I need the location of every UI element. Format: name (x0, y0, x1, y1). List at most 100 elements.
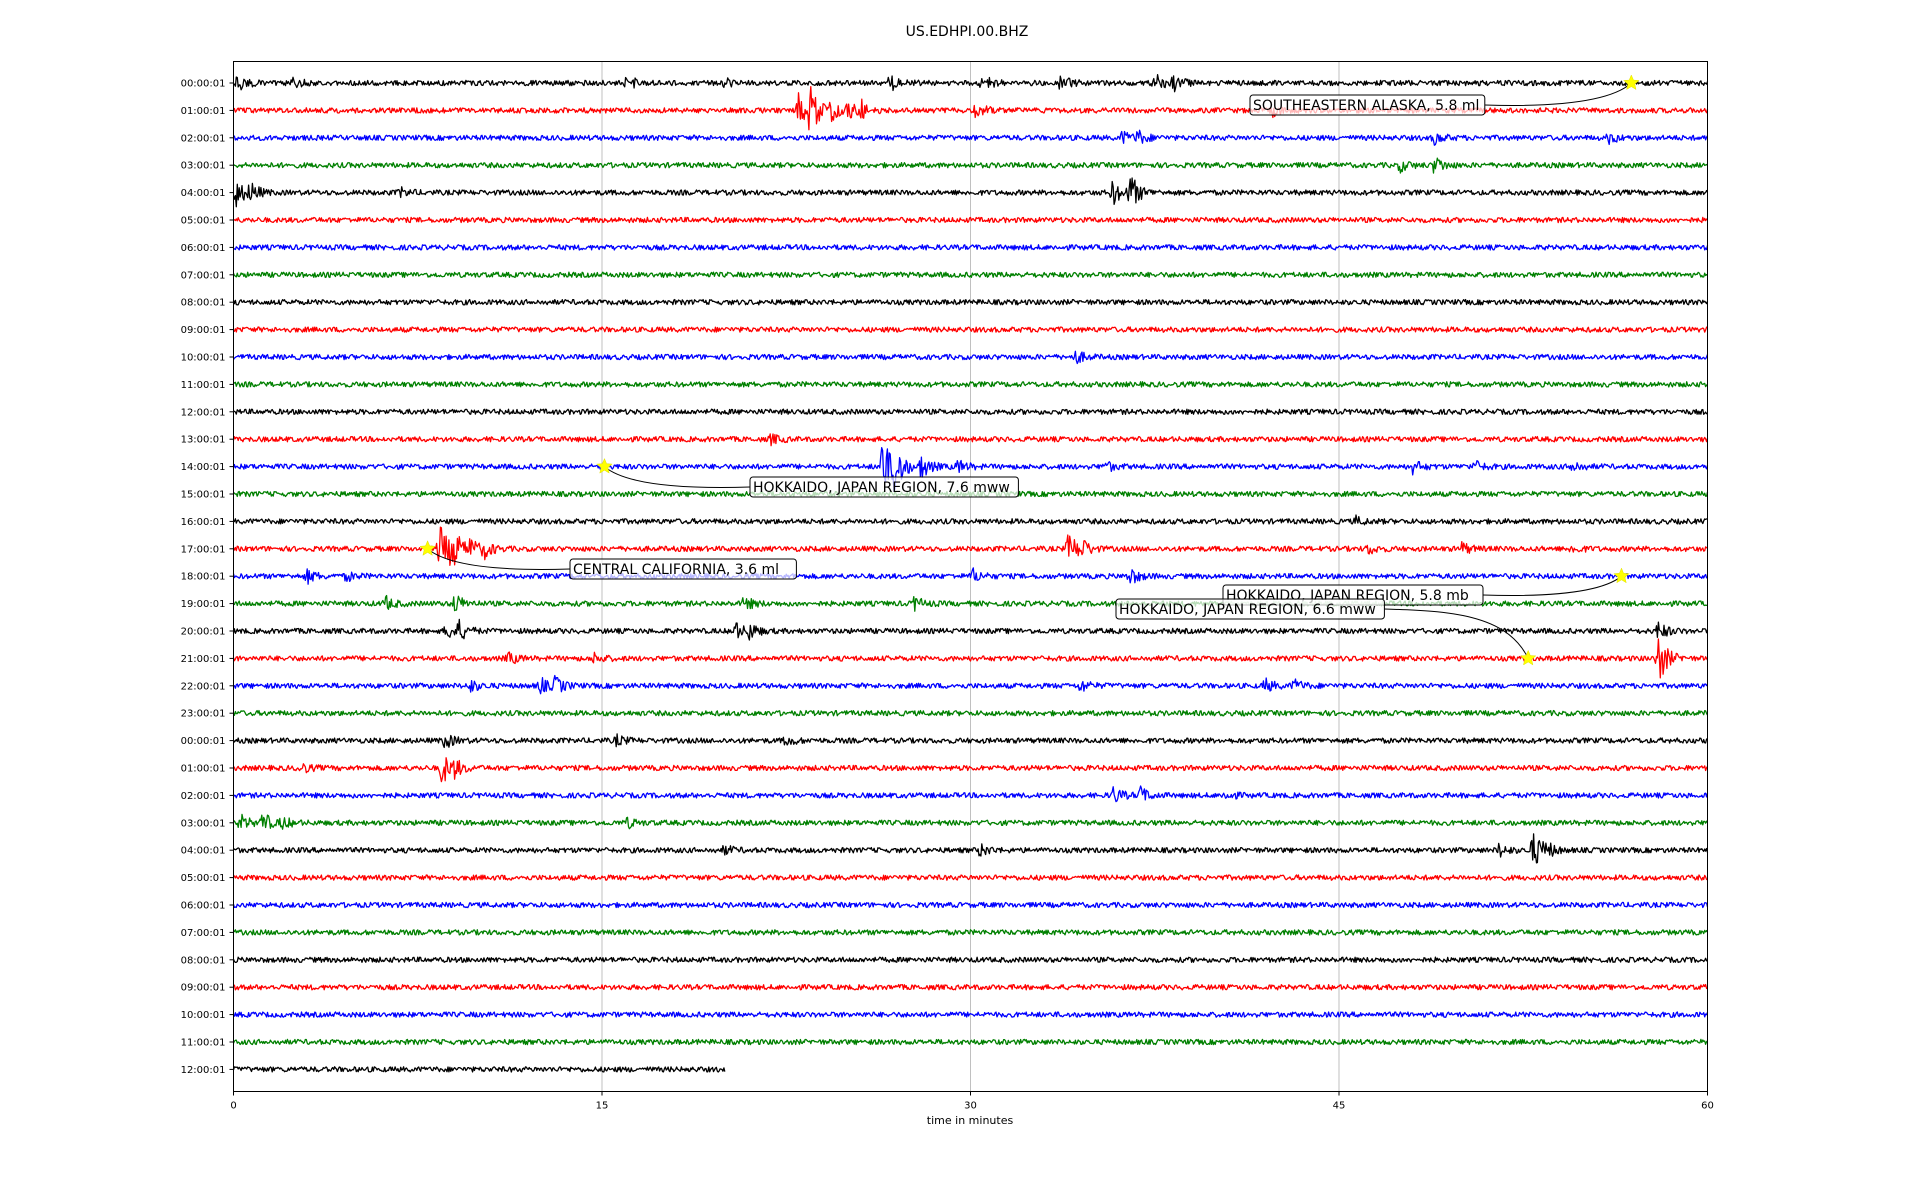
event-star-marker (1613, 567, 1630, 584)
seismic-trace (233, 157, 1708, 174)
annotation-label: HOKKAIDO, JAPAN REGION, 6.6 mww (1119, 602, 1376, 618)
x-axis-label: time in minutes (927, 1114, 1014, 1127)
seismic-trace (232, 271, 1708, 279)
y-tick-label: 08:00:01 (181, 955, 226, 966)
seismic-trace (232, 177, 1709, 208)
y-tick-label: 02:00:01 (181, 133, 226, 144)
event-annotation: HOKKAIDO, JAPAN REGION, 6.6 mww (1115, 598, 1537, 666)
annotation-leader-line (1482, 575, 1622, 596)
y-tick-label: 05:00:01 (181, 873, 226, 884)
seismic-trace (232, 1066, 726, 1073)
y-tick-label: 04:00:01 (181, 846, 226, 857)
seismic-trace (233, 813, 1709, 830)
x-tick-label: 0 (230, 1101, 236, 1112)
annotation-box (1249, 94, 1486, 116)
event-star-marker (419, 540, 436, 556)
y-tick-label: 14:00:01 (181, 462, 226, 473)
annotation-label: HOKKAIDO, JAPAN REGION, 7.6 mww (753, 480, 1010, 496)
annotation-label: SOUTHEASTERN ALASKA, 5.8 ml (1253, 98, 1479, 114)
seismic-trace (233, 326, 1708, 333)
y-tick-label: 11:00:01 (181, 1038, 226, 1049)
y-tick-label: 06:00:01 (181, 901, 226, 912)
event-annotation: HOKKAIDO, JAPAN REGION, 7.6 mww (596, 457, 1019, 498)
y-tick-label: 04:00:01 (181, 188, 226, 199)
x-axis: 0 15 30 45 60 (230, 1091, 1714, 1112)
seismic-trace (233, 929, 1709, 936)
seismic-trace (233, 833, 1709, 864)
seismic-trace (232, 447, 1709, 493)
seismic-trace (232, 618, 1709, 641)
y-tick-label: 00:00:01 (181, 736, 226, 747)
y-tick-label: 12:00:01 (181, 407, 226, 418)
y-tick-label: 23:00:01 (181, 709, 226, 720)
seismic-trace (232, 901, 1709, 909)
seismic-trace (233, 983, 1708, 991)
y-tick-label: 00:00:01 (181, 79, 226, 90)
annotation-box (749, 476, 1019, 498)
y-tick-label: 15:00:01 (181, 490, 226, 501)
seismic-trace (232, 350, 1709, 365)
y-tick-label: 09:00:01 (181, 983, 226, 994)
y-tick-label: 07:00:01 (181, 270, 226, 281)
y-tick-label: 01:00:01 (181, 764, 226, 775)
seismic-trace (232, 709, 1709, 717)
annotation-leader-line (1384, 608, 1529, 659)
y-tick-label: 03:00:01 (181, 818, 226, 829)
y-tick-label: 21:00:01 (181, 654, 226, 665)
seismic-trace (233, 381, 1709, 388)
y-tick-label: 20:00:01 (181, 627, 226, 638)
seismic-trace (232, 567, 1708, 585)
event-annotation: CENTRAL CALIFORNIA, 3.6 ml (419, 540, 797, 580)
seismic-trace (232, 1038, 1708, 1046)
seismic-trace (233, 674, 1709, 695)
x-tick-label: 15 (596, 1101, 609, 1112)
seismic-trace (233, 129, 1709, 146)
x-tick-label: 60 (1701, 1101, 1714, 1112)
annotation-box (1115, 598, 1385, 620)
seismic-trace (233, 1011, 1709, 1018)
y-tick-label: 08:00:01 (181, 298, 226, 309)
y-tick-label: 02:00:01 (181, 791, 226, 802)
annotation-label: CENTRAL CALIFORNIA, 3.6 ml (573, 562, 779, 578)
seismic-trace (232, 785, 1709, 803)
y-tick-labels: 00:00:01 01:00:01 02:00:01 03:00:01 04:00:01… (181, 79, 234, 1076)
y-tick-label: 12:00:01 (181, 1065, 226, 1076)
seismic-trace (233, 216, 1708, 224)
event-star-marker (1623, 74, 1640, 91)
y-tick-label: 10:00:01 (181, 1010, 226, 1021)
seismic-trace (233, 408, 1708, 416)
y-tick-label: 17:00:01 (181, 544, 226, 555)
annotation-leader-line (1484, 82, 1632, 106)
y-tick-label: 19:00:01 (181, 599, 226, 610)
x-tick-label: 45 (1333, 1101, 1346, 1112)
y-tick-label: 22:00:01 (181, 681, 226, 692)
seismic-trace (233, 514, 1708, 526)
seismic-trace (232, 874, 1708, 881)
event-star-marker (596, 457, 613, 474)
y-tick-label: 07:00:01 (181, 928, 226, 939)
seismic-trace (232, 956, 1708, 964)
seismic-trace (232, 638, 1709, 679)
y-tick-label: 05:00:01 (181, 216, 226, 227)
y-tick-label: 09:00:01 (181, 325, 226, 336)
seismic-trace (232, 298, 1709, 306)
y-tick-label: 10:00:01 (181, 353, 226, 364)
annotation-leader-line (427, 548, 571, 570)
seismic-trace (233, 244, 1709, 251)
y-tick-label: 18:00:01 (181, 572, 226, 583)
seismic-trace (232, 757, 1709, 783)
y-tick-label: 03:00:01 (181, 161, 226, 172)
seismic-trace (233, 74, 1709, 93)
y-tick-label: 16:00:01 (181, 517, 226, 528)
y-tick-label: 01:00:01 (181, 106, 226, 117)
y-tick-label: 13:00:01 (181, 435, 226, 446)
seismic-trace (232, 733, 1708, 749)
chart-title: US.EDHPI.00.BHZ (906, 24, 1029, 40)
event-annotations: SOUTHEASTERN ALASKA, 5.8 ml HOKKAIDO, JAP… (419, 74, 1640, 666)
annotation-leader-line (604, 466, 751, 488)
seismic-trace (232, 526, 1708, 566)
annotation-box (569, 558, 797, 580)
y-tick-label: 06:00:01 (181, 243, 226, 254)
x-tick-label: 30 (964, 1101, 977, 1112)
